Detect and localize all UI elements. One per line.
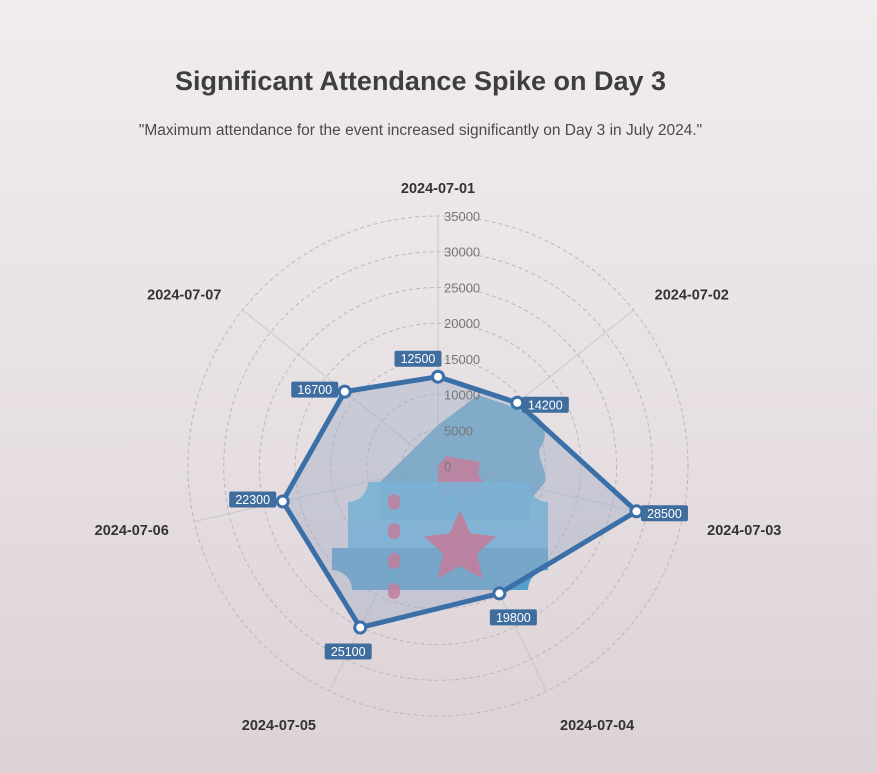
data-point <box>337 384 352 399</box>
data-label: 19800 <box>496 611 531 625</box>
radial-tick-label: 35000 <box>444 209 480 224</box>
data-label-bg <box>394 350 442 367</box>
data-point <box>510 395 525 410</box>
data-label-bg <box>521 396 569 413</box>
radial-tick-labels: 0 5000 10000 15000 20000 25000 30000 35000 <box>444 209 480 474</box>
data-point <box>275 494 290 509</box>
axis-label: 2024-07-06 <box>95 523 169 539</box>
data-point <box>492 586 507 601</box>
data-label: 14200 <box>528 398 563 412</box>
radial-tick-label: 5000 <box>444 423 473 438</box>
series-line <box>280 374 639 630</box>
ticket-perforation <box>388 494 400 510</box>
data-label-bg <box>229 491 277 508</box>
radial-tick-label: 10000 <box>444 388 480 403</box>
data-points <box>275 369 644 635</box>
data-label: 16700 <box>297 383 332 397</box>
data-point <box>431 369 445 384</box>
ticket-perforation <box>388 583 400 599</box>
data-label-bg <box>640 505 688 522</box>
series-outline <box>280 374 639 630</box>
ticket-icon <box>332 395 548 599</box>
radial-tick-label: 25000 <box>444 280 480 295</box>
axis-label: 2024-07-01 <box>401 181 475 197</box>
radial-tick-label: 20000 <box>444 316 480 331</box>
radial-tick-label: 0 <box>444 459 451 474</box>
chart-title: Significant Attendance Spike on Day 3 <box>174 66 667 96</box>
data-label-bg <box>291 381 339 398</box>
axis-label: 2024-07-03 <box>707 523 781 539</box>
data-labels: 12500 14200 28500 19800 25100 22300 16700 <box>229 350 688 660</box>
axis-label: 2024-07-07 <box>147 287 221 303</box>
series-area-fill <box>282 376 637 628</box>
data-label: 22300 <box>235 493 270 507</box>
axis-label: 2024-07-02 <box>655 287 729 303</box>
radial-tick-label: 30000 <box>444 245 480 260</box>
series-area <box>282 376 637 628</box>
data-point <box>353 620 368 635</box>
axis-labels: 2024-07-01 2024-07-02 2024-07-03 2024-07-04… <box>95 181 782 734</box>
data-label: 12500 <box>401 352 436 366</box>
chart-subtitle: "Maximum attendance for the event increa… <box>138 122 703 139</box>
axis-label: 2024-07-04 <box>560 718 634 734</box>
data-label-bg <box>489 609 537 626</box>
ticket-perforation <box>388 523 400 539</box>
data-label: 25100 <box>331 645 366 659</box>
ticket-perforation <box>388 553 400 569</box>
axis-label: 2024-07-05 <box>242 718 316 734</box>
data-point <box>629 504 644 519</box>
data-label: 28500 <box>647 507 682 521</box>
radial-tick-label: 15000 <box>444 352 480 367</box>
data-label-bg <box>324 643 372 660</box>
ticket-star <box>423 510 497 579</box>
